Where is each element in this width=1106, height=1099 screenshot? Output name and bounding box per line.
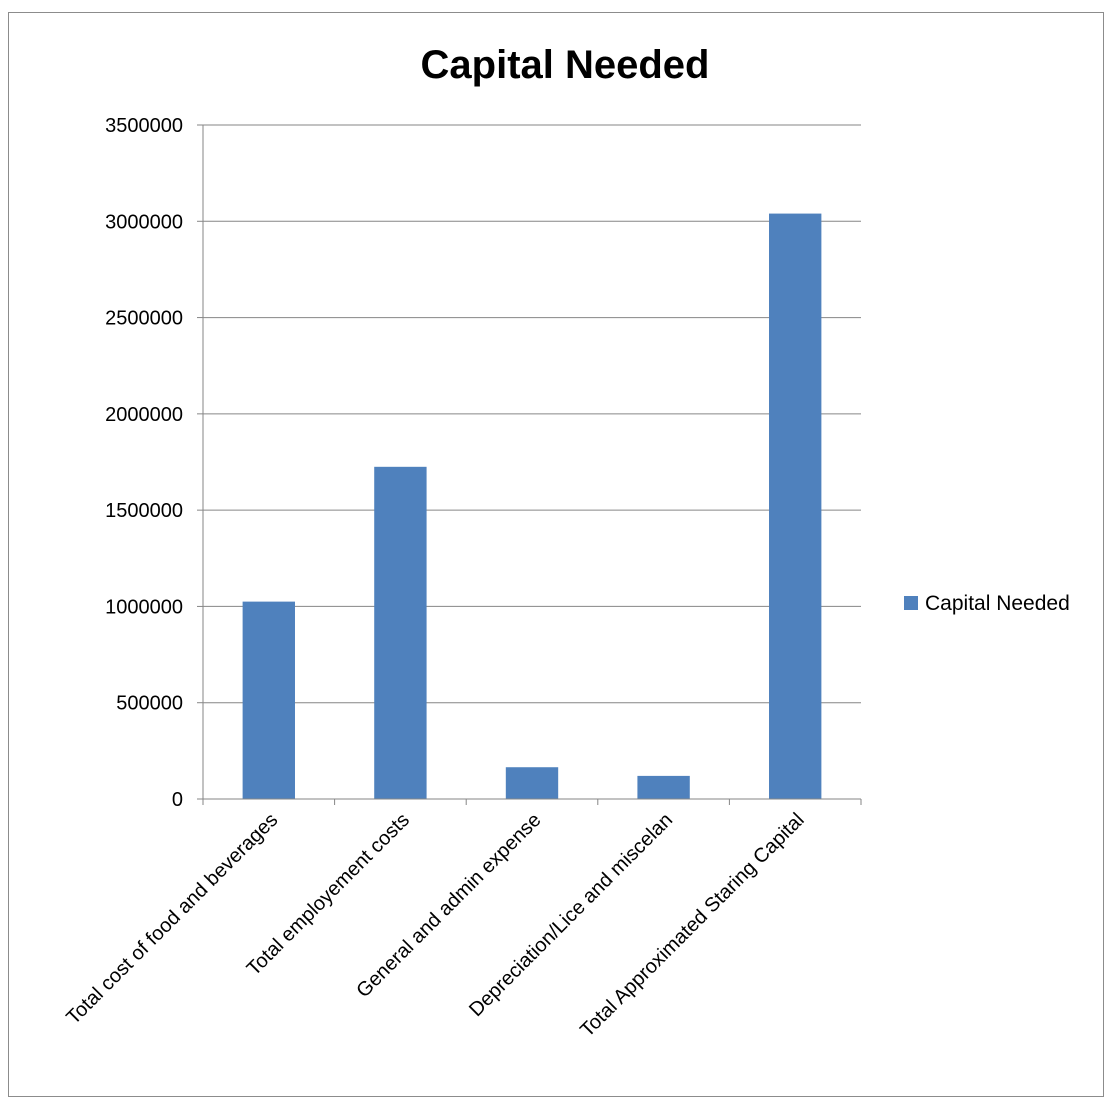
bar xyxy=(637,775,690,799)
x-tick-label: Total Approximated Staring Capital xyxy=(576,809,809,1042)
y-tick-label: 3000000 xyxy=(105,211,183,233)
y-tick-label: 500000 xyxy=(116,693,183,715)
bar xyxy=(769,213,822,799)
legend-label: Capital Needed xyxy=(925,592,1070,615)
bar xyxy=(374,466,427,799)
y-tick-labels: 0 500000 1000000 1500000 2000000 2500000 30000… xyxy=(105,115,183,811)
x-tick-label: Total cost of food and beverages xyxy=(62,809,282,1029)
y-tick-label: 2500000 xyxy=(105,308,183,330)
bar xyxy=(242,601,295,799)
bar xyxy=(505,767,559,799)
bars xyxy=(242,213,822,799)
gridlines xyxy=(197,124,861,800)
y-tick-label: 1000000 xyxy=(105,596,183,618)
chart-title: Capital Needed xyxy=(421,43,710,87)
chart-frame xyxy=(8,12,1104,1097)
y-tick-label: 0 xyxy=(172,789,183,811)
legend-swatch xyxy=(904,596,918,610)
y-tick-label: 3500000 xyxy=(105,115,183,137)
y-tick-label: 2000000 xyxy=(105,404,183,426)
legend: Capital Needed xyxy=(904,592,1070,615)
axes xyxy=(202,125,862,805)
y-tick-label: 1500000 xyxy=(105,500,183,522)
